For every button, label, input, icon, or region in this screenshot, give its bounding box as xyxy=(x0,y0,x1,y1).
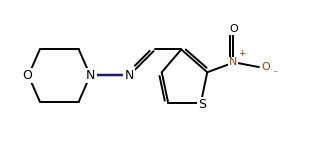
Text: N: N xyxy=(229,58,238,68)
Text: O: O xyxy=(22,69,32,82)
Text: S: S xyxy=(198,98,206,111)
Text: O: O xyxy=(261,62,270,72)
Text: +: + xyxy=(238,49,246,58)
Text: O: O xyxy=(229,24,238,34)
Text: N: N xyxy=(124,69,134,82)
Text: N: N xyxy=(86,69,96,82)
Text: ⁻: ⁻ xyxy=(272,69,278,79)
